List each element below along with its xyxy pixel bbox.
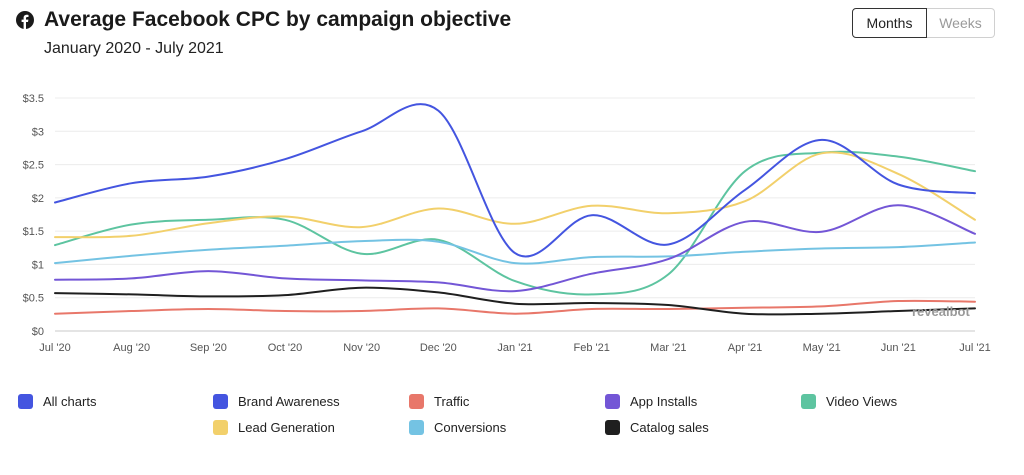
x-tick-label: Feb '21 xyxy=(573,342,609,354)
y-tick-label: $2.5 xyxy=(23,160,44,172)
legend-swatch xyxy=(213,420,228,435)
x-axis-ticks: Jul '20 Aug '20 Sep '20 Oct '20 Nov '20 Dec '… xyxy=(39,342,990,354)
legend-swatch xyxy=(801,394,816,409)
y-tick-label: $2 xyxy=(32,193,44,205)
legend-item-catalog-sales[interactable]: Catalog sales xyxy=(605,420,709,435)
y-tick-label: $3 xyxy=(32,126,44,138)
legend-swatch xyxy=(409,394,424,409)
x-tick-label: Jul '21 xyxy=(959,342,990,354)
y-tick-label: $0 xyxy=(32,326,44,338)
series-line-brand-awareness[interactable] xyxy=(54,103,976,258)
x-tick-label: Jan '21 xyxy=(497,342,532,354)
legend-label: Brand Awareness xyxy=(238,394,340,409)
legend-swatch xyxy=(605,420,620,435)
legend-item-video-views[interactable]: Video Views xyxy=(801,394,897,409)
grid-lines xyxy=(55,97,975,332)
line-chart: $0 $0.5 $1 $1.5 $2 $2.5 $3 $3.5 Jul '20 Aug '20 S… xyxy=(23,93,991,354)
legend-label: All charts xyxy=(43,394,97,409)
legend-item-conversions[interactable]: Conversions xyxy=(409,420,506,435)
x-tick-label: Sep '20 xyxy=(190,342,227,354)
x-tick-label: Jun '21 xyxy=(881,342,916,354)
x-tick-label: Jul '20 xyxy=(39,342,70,354)
y-tick-label: $1 xyxy=(32,259,44,271)
series-line-catalog-sales[interactable] xyxy=(54,286,976,316)
x-tick-label: Aug '20 xyxy=(113,342,150,354)
x-tick-label: Apr '21 xyxy=(728,342,763,354)
x-tick-label: Nov '20 xyxy=(343,342,380,354)
legend-item-app-installs[interactable]: App Installs xyxy=(605,394,697,409)
legend-label: Lead Generation xyxy=(238,420,335,435)
series-line-traffic[interactable] xyxy=(54,299,976,315)
y-tick-label: $3.5 xyxy=(23,93,44,105)
legend-item-lead-generation[interactable]: Lead Generation xyxy=(213,420,335,435)
weeks-button[interactable]: Weeks xyxy=(927,8,995,38)
y-axis-ticks: $0 $0.5 $1 $1.5 $2 $2.5 $3 $3.5 xyxy=(23,93,44,338)
x-tick-label: Oct '20 xyxy=(268,342,303,354)
title-row: Average Facebook CPC by campaign objecti… xyxy=(16,8,511,32)
legend-item-traffic[interactable]: Traffic xyxy=(409,394,469,409)
x-tick-label: Mar '21 xyxy=(650,342,686,354)
legend-label: Video Views xyxy=(826,394,898,409)
legend-swatch xyxy=(18,394,33,409)
legend-label: Traffic xyxy=(434,394,470,409)
series-line-app-installs[interactable] xyxy=(54,204,976,293)
legend-swatch xyxy=(409,420,424,435)
legend-item-all-charts[interactable]: All charts xyxy=(18,394,96,409)
facebook-icon xyxy=(16,11,34,29)
series-line-conversions[interactable] xyxy=(54,238,976,265)
y-tick-label: $0.5 xyxy=(23,293,44,305)
legend-label: Catalog sales xyxy=(630,420,709,435)
series-lines xyxy=(54,103,976,316)
legend: All charts Brand Awareness Traffic App I… xyxy=(0,388,1024,448)
legend-label: Conversions xyxy=(434,420,507,435)
watermark: revealbot xyxy=(912,304,970,319)
chart-subtitle: January 2020 - July 2021 xyxy=(44,40,224,57)
chart-header: Average Facebook CPC by campaign objecti… xyxy=(16,8,511,58)
series-line-video-views[interactable] xyxy=(54,150,976,296)
period-toggle: Months Weeks xyxy=(852,8,995,38)
legend-label: App Installs xyxy=(630,394,698,409)
y-tick-label: $1.5 xyxy=(23,226,44,238)
x-tick-label: Dec '20 xyxy=(420,342,457,354)
legend-swatch xyxy=(213,394,228,409)
legend-item-brand-awareness[interactable]: Brand Awareness xyxy=(213,394,340,409)
series-line-lead-generation[interactable] xyxy=(54,151,976,239)
months-button[interactable]: Months xyxy=(852,8,927,38)
x-tick-label: May '21 xyxy=(803,342,841,354)
chart-title: Average Facebook CPC by campaign objecti… xyxy=(44,8,512,31)
legend-swatch xyxy=(605,394,620,409)
